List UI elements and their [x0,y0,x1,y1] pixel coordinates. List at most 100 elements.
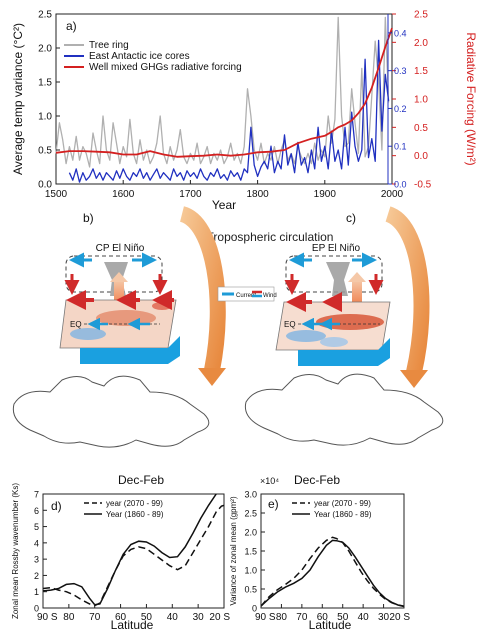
panel-d-axes: 90 S 80 70 60 50 40 30 20 S 0 1 2 3 4 5 6 7 [34,490,230,624]
x-tick-label-e: 50 [337,612,349,623]
panel-c-ocean-block [298,338,390,366]
panel-e-tag: e) [268,497,279,511]
y-tick-label-a: 1.0 [38,112,52,123]
panel-c-cool-anomaly [286,330,326,342]
panel-a-series [55,16,393,183]
panel-c-convection-cloud [326,262,350,296]
x-tick-label-d: 20 S [209,612,230,623]
series-line-d-1 [43,494,218,606]
current-wind-legend: Current Wind [217,286,277,302]
legend-label-a: East Antactic ice cores [89,51,190,62]
panel-b-tag: b) [83,211,94,225]
panel-c-diagram: c) EP El Niño EQ [244,206,444,446]
series-line-d-0 [43,504,224,607]
panel-e-axes: 90 S 80 70 60 50 40 30 20 S 0 0.5 1.0 1.5 2.0 2.5 3.0 [244,490,410,624]
panel-b-cool-anomaly [70,328,106,340]
x-tick-label-e: 90 S [255,612,276,623]
y2-tick-label-a: 0.5 [414,123,428,134]
legend-label-d: Year (1860 - 89) [106,510,164,519]
plot-d-frame [42,493,225,609]
legend-box [217,286,275,302]
panel-b-warm-anomaly-2 [152,302,172,310]
y2-tick-label-a: 0.0 [414,151,428,162]
panel-c-updraft-arrowhead [348,272,366,282]
y-tick-label-e: 2.5 [244,509,257,519]
panel-e-series [261,536,404,608]
panel-a-tag: a) [66,19,77,33]
panel-a-ylabel: Average temp variance (°C²) [11,23,25,175]
panel-b-warm-anomaly [96,310,156,326]
legend-label-e: year (2070 - 99) [314,499,371,508]
y-tick-label-e: 3.0 [244,490,257,500]
panel-d-title: Dec-Feb [118,473,164,487]
y3-tick-label-a: 0.4 [394,28,407,38]
panel-a-y2label: Radiative Forcing (W/m²) [464,32,478,165]
x-tick-label-a: 1500 [45,189,68,200]
panel-d-xlabel: Latitude [111,618,154,632]
y2-tick-label-a: 2.0 [414,38,428,49]
y3-tick-label-a: 0.2 [394,104,407,114]
panel-c-warm-anomaly [316,314,384,330]
x-tick-label-e: 80 [276,612,288,623]
panel-d-tag: d) [51,499,62,513]
panel-c-cool-anomaly-2 [320,337,348,347]
y-tick-label-a: 2.0 [38,44,52,55]
y-tick-label-d: 5 [34,522,39,532]
legend-label-d: year (2070 - 99) [106,499,163,508]
y-tick-label-d: 6 [34,506,39,516]
y3-tick-label-a: 0.3 [394,66,407,76]
panel-b-diagram: b) CP El Niño EQ [12,206,226,448]
y2-tick-label-a: 1.0 [414,95,428,106]
panel-e-ylabel: Variance of zonal mean (gpm²) [229,496,238,606]
panel-e-title: Dec-Feb [294,473,340,487]
panel-a-axes: 1500 1600 1700 1800 1900 20000.00.51.01.52.02… [38,10,432,201]
panel-e-chart: Dec-Feb ×10⁴ 90 S 80 70 60 50 40 30 20 S 0 0.5 1.0… [229,473,410,632]
panel-c-eq-label: EQ [284,320,296,329]
y-tick-label-e: 0.5 [244,585,257,595]
y-tick-label-e: 1.0 [244,566,257,576]
x-tick-label-d: 90 S [37,612,58,623]
legend-label-e: Year (1860 - 89) [314,510,372,519]
x-tick-label-e: 40 [358,612,370,623]
panel-d-series [43,494,224,607]
legend-wind-label: Wind [263,293,277,299]
y-tick-label-a: 1.5 [38,78,52,89]
panel-b-arc-arrowhead [198,368,226,386]
legend-label-a: Tree ring [89,40,129,51]
y3-tick-label-a: 0.1 [394,142,407,152]
panel-c-title: EP El Niño [312,243,361,254]
x-tick-label-d: 50 [141,612,153,623]
y2-tick-label-a: 1.5 [414,66,428,77]
series-line-e-1 [261,539,404,608]
panel-a-chart: 1500 1600 1700 1800 1900 20000.00.51.01.52.02… [11,10,478,213]
series-line-e-0 [261,536,404,607]
y-tick-label-a: 0.5 [38,146,52,157]
x-tick-label-a: 1600 [112,189,135,200]
y-tick-label-a: 2.5 [38,10,52,21]
panel-b-ocean-block [80,336,180,364]
y-tick-label-e: 2.0 [244,528,257,538]
middle-title: Tropospheric circulation [207,230,334,244]
panel-e-legend: year (2070 - 99) Year (1860 - 89) [292,499,372,519]
panel-c-tag: c) [346,211,356,225]
panel-d-ylabel: Zonal mean Rossby wavenumber (Ks) [11,483,20,619]
x-tick-label-a: 1700 [179,189,202,200]
x-tick-label-e: 60 [317,612,329,623]
panel-c-antarctica-outline [244,373,444,446]
panel-c-arc-arrowhead [400,370,428,388]
panel-b-title-bg [86,241,156,253]
legend-current-label: Current [236,293,256,299]
panel-d-legend: year (2070 - 99) Year (1860 - 89) [84,499,164,519]
y-tick-label-d: 2 [34,571,39,581]
x-tick-label-e: 20 S [389,612,410,623]
x-tick-label-d: 60 [115,612,127,623]
y-tick-label-e: 1.5 [244,547,257,557]
panel-b-title: CP El Niño [96,243,145,254]
panel-b-teleconnection-arc [178,206,226,372]
panel-c-updraft-arrow [352,280,362,302]
y2-tick-label-a: 2.5 [414,10,428,21]
panel-b-antarctica-outline [12,375,210,448]
y-tick-label-d: 3 [34,555,39,565]
